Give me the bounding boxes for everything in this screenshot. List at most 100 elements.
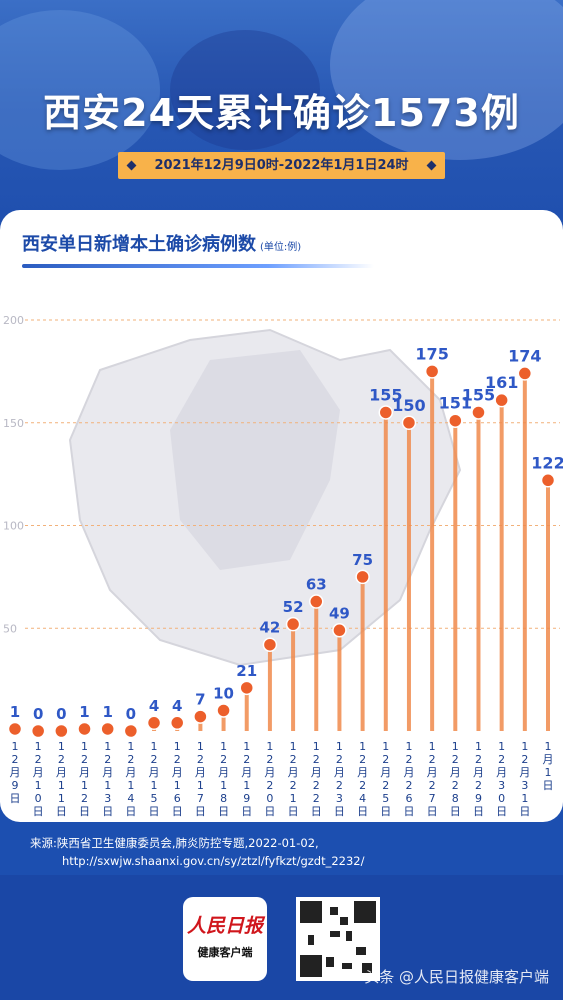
data-point — [239, 680, 254, 696]
data-point — [494, 392, 509, 408]
value-bar — [314, 601, 319, 731]
data-label: 52 — [283, 598, 304, 616]
y-tick-label: 100 — [3, 520, 24, 533]
data-point — [216, 703, 231, 718]
data-label: 161 — [485, 373, 518, 392]
value-bar — [522, 373, 527, 731]
data-label: 151 — [439, 394, 472, 413]
qr-module — [330, 907, 338, 915]
data-point — [123, 723, 139, 739]
value-bar — [430, 371, 435, 731]
data-point — [77, 721, 92, 737]
data-label: 10 — [213, 684, 234, 702]
qr-module — [330, 931, 340, 937]
data-point — [7, 721, 23, 737]
data-point — [54, 723, 69, 739]
hero-decoration — [0, 10, 160, 170]
watermark: 头条 @人民日报健康客户端 — [364, 968, 549, 986]
logo-text: 人民日报 — [186, 915, 263, 937]
data-label: 155 — [462, 385, 495, 404]
data-point — [448, 413, 463, 428]
value-bar — [360, 576, 365, 731]
data-label: 63 — [306, 576, 327, 594]
data-label: 155 — [369, 385, 402, 404]
logo-subtitle: 健康客户端 — [197, 946, 253, 959]
data-label: 1 — [79, 703, 89, 721]
data-point — [262, 637, 278, 652]
qr-module — [300, 901, 322, 923]
data-point — [285, 616, 301, 632]
footer — [0, 875, 563, 1000]
title-underline — [22, 264, 374, 268]
data-point — [401, 415, 417, 430]
data-label: 4 — [172, 697, 182, 715]
source-line-1: 来源:陕西省卫生健康委员会,肺炎防控专题,2022-01-02, — [30, 836, 319, 850]
qr-module — [300, 955, 322, 977]
data-point — [355, 569, 370, 585]
data-label: 42 — [259, 619, 280, 637]
value-bar — [476, 412, 481, 731]
data-label: 0 — [56, 705, 66, 723]
qr-module — [340, 917, 348, 925]
data-point — [309, 594, 324, 609]
app-logo[interactable]: 人民日报 健康客户端 — [183, 897, 267, 981]
qr-module — [354, 901, 376, 923]
qr-module — [326, 957, 334, 967]
hero-banner: 西安24天累计确诊1573例 2021年12月9日0时-2022年1月1日24时 — [0, 0, 563, 230]
qr-module — [342, 963, 352, 969]
y-tick-label: 50 — [3, 622, 17, 635]
value-bar — [337, 630, 342, 731]
qr-module — [362, 963, 372, 973]
value-bar — [244, 687, 249, 731]
chart-title: 西安单日新增本土确诊病例数 (单位:例) — [22, 230, 301, 256]
value-bar — [453, 420, 458, 731]
data-point — [100, 721, 115, 737]
qr-module — [346, 931, 352, 941]
source-note: 来源:陕西省卫生健康委员会,肺炎防控专题,2022-01-02, http://… — [30, 834, 364, 870]
value-bar — [406, 422, 411, 731]
data-label: 75 — [352, 551, 373, 569]
page-title: 西安24天累计确诊1573例 — [43, 91, 520, 135]
value-bar — [291, 624, 296, 731]
value-bar — [499, 400, 504, 731]
qr-code[interactable] — [296, 897, 380, 981]
data-label: 49 — [329, 604, 350, 622]
data-point — [146, 715, 162, 731]
data-label: 1 — [10, 703, 20, 721]
y-tick-label: 200 — [3, 314, 24, 327]
data-point — [169, 715, 185, 731]
value-bar — [267, 644, 272, 731]
data-label: 0 — [33, 705, 43, 723]
y-tick-label: 150 — [3, 417, 24, 430]
data-label: 21 — [236, 662, 257, 680]
data-point — [424, 364, 440, 379]
data-label: 175 — [415, 344, 448, 363]
source-line-2: http://sxwjw.shaanxi.gov.cn/sy/ztzl/fyfk… — [62, 854, 365, 868]
data-label: 150 — [392, 396, 425, 415]
data-point — [332, 623, 347, 638]
chart-title-text: 西安单日新增本土确诊病例数 — [22, 234, 256, 255]
data-label: 122 — [531, 453, 563, 472]
data-point — [378, 405, 394, 420]
data-label: 174 — [508, 346, 541, 365]
date-range-badge: 2021年12月9日0时-2022年1月1日24时 — [118, 152, 445, 179]
data-label: 0 — [126, 705, 136, 723]
